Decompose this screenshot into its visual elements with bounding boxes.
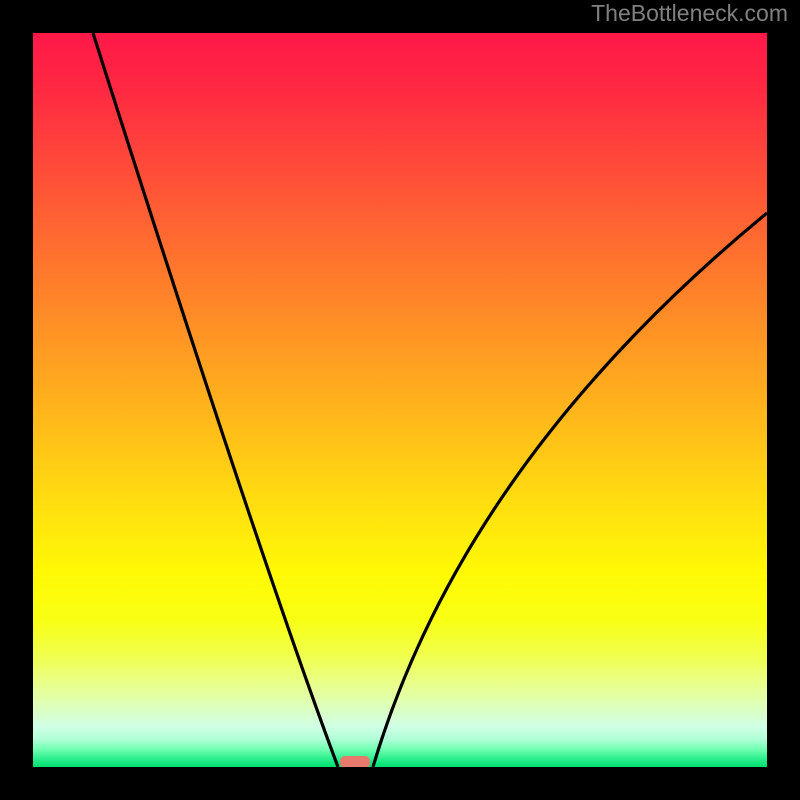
- chart-outer: TheBottleneck.com: [0, 0, 800, 800]
- plot-area: [33, 33, 767, 767]
- watermark-text: TheBottleneck.com: [591, 0, 788, 27]
- optimum-marker: [340, 756, 370, 767]
- curve-right: [373, 213, 767, 767]
- curve-left: [93, 33, 338, 767]
- bottleneck-curve: [33, 33, 767, 767]
